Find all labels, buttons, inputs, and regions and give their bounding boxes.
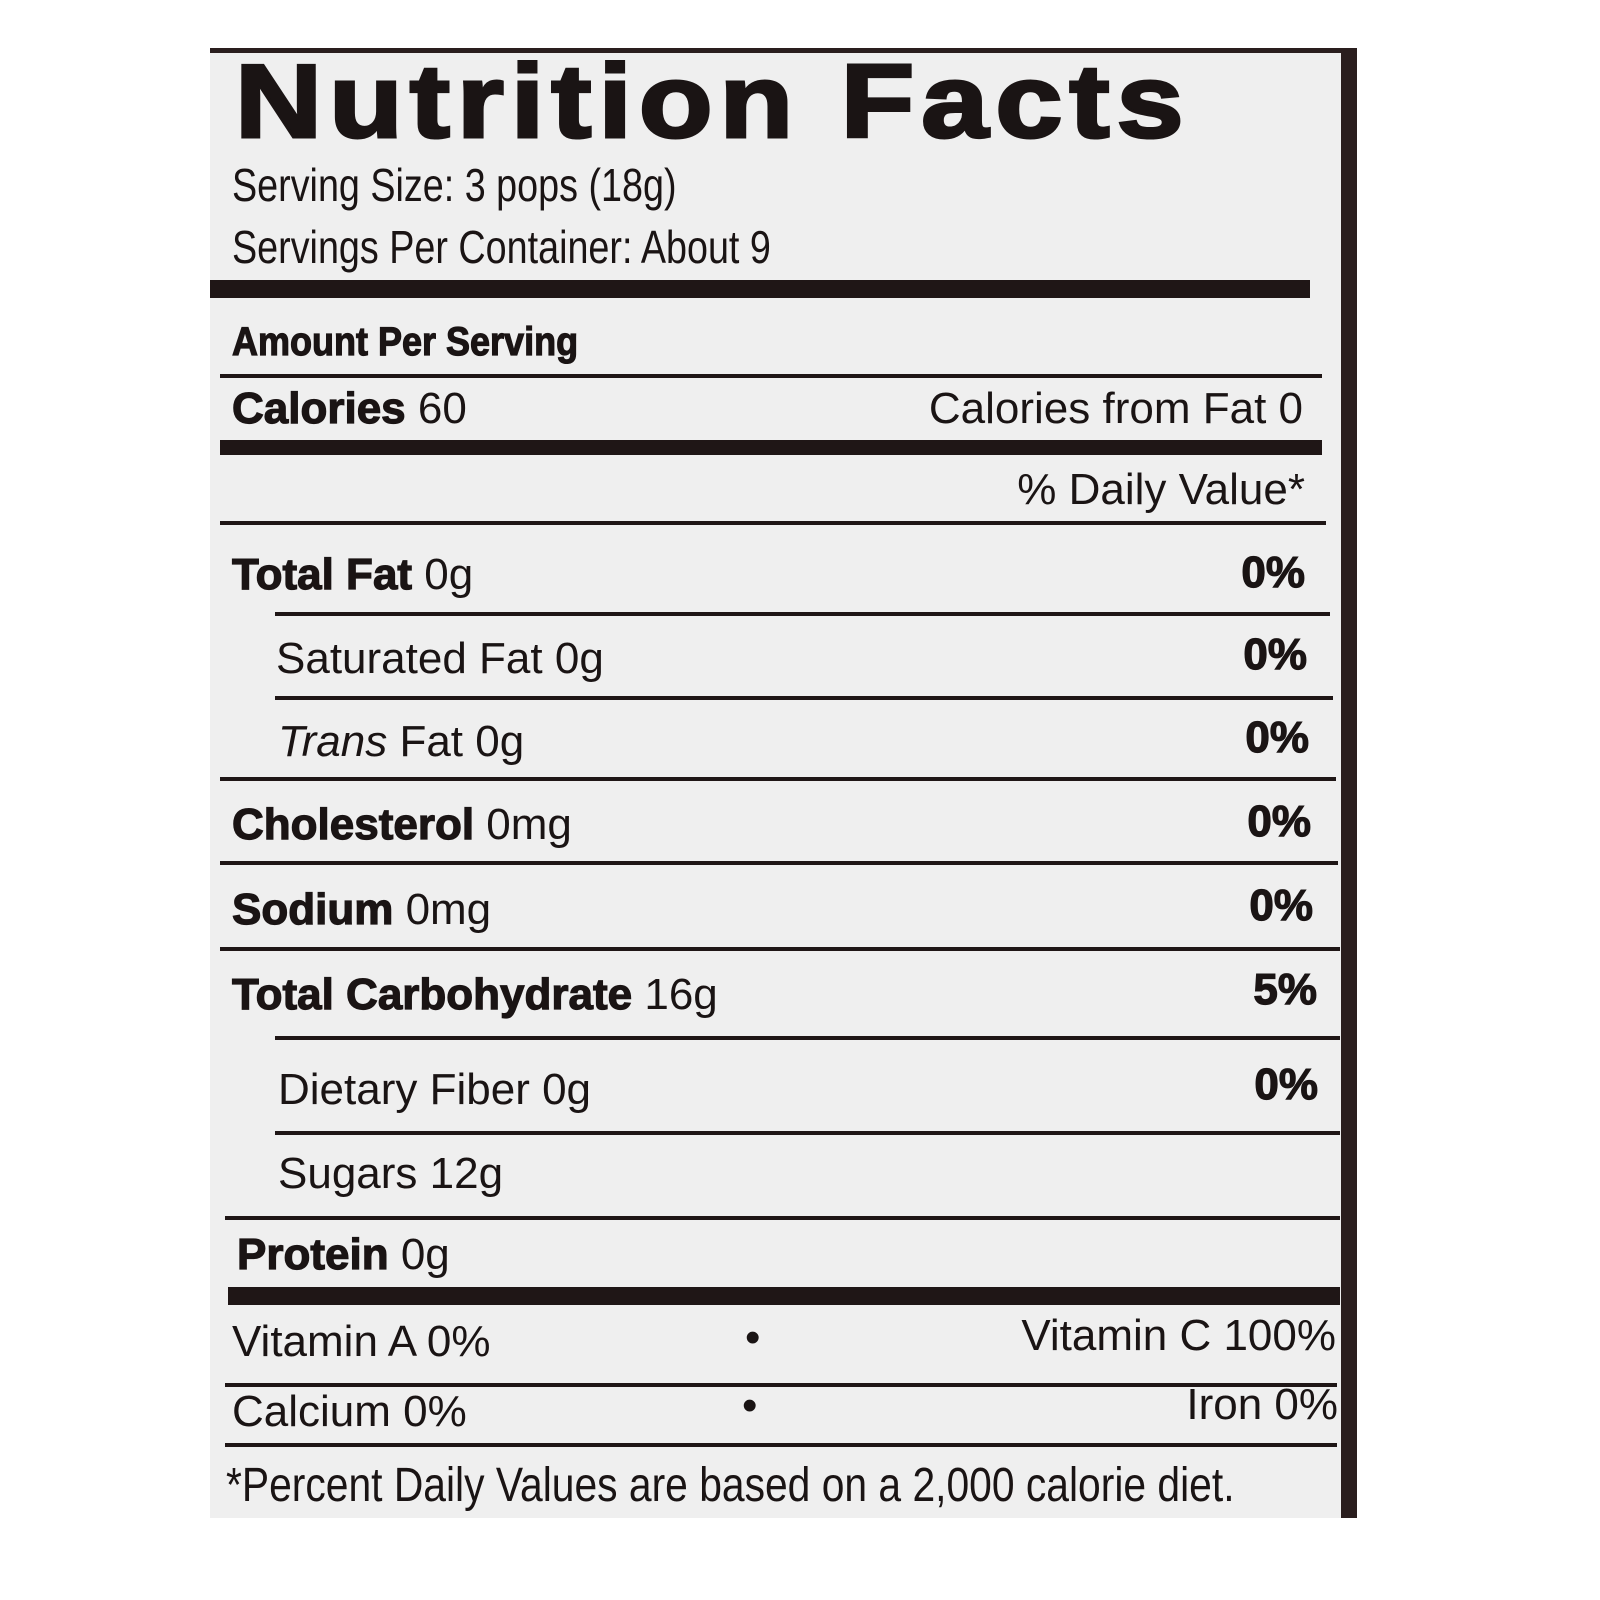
footnote: *Percent Daily Values are based on a 2,0… [226,1459,1235,1512]
nutrient-row-dietary-fiber: Dietary Fiber 0g [278,1068,591,1112]
nutrient-dv: 0% [1245,713,1310,762]
label-title: Nutrition Facts [233,44,1191,160]
divider [275,1131,1340,1135]
nutrient-dv: 0% [1249,881,1314,930]
nutrient-amount: 12g [429,1149,504,1198]
nutrient-dv: 5% [1253,965,1318,1014]
nutrient-amount: 16g [644,970,718,1019]
nutrient-label: Fat [399,717,464,766]
nutrient-label: Total Fat [231,550,413,599]
divider [220,777,1336,781]
divider [275,1036,1340,1040]
divider [225,1216,1340,1220]
calories-label: Calories [231,384,406,433]
nutrient-amount: 0g [542,1065,592,1114]
daily-value-header: % Daily Value* [1017,465,1305,514]
calories-from-fat: Calories from Fat 0 [928,384,1303,433]
nutrient-row-sodium: Sodium 0mg [231,885,492,934]
thick-divider [210,280,1310,298]
nutrient-row-trans-fat: Trans Fat 0g [278,720,524,764]
nutrient-label: Saturated Fat [276,634,543,683]
divider [220,861,1338,865]
nutrient-row-cholesterol: Cholesterol 0mg [231,800,572,849]
divider [220,374,1322,378]
medium-divider [220,440,1322,455]
vitamin-a: Vitamin A 0% [232,1317,491,1366]
amount-per-serving: Amount Per Serving [231,320,579,364]
nutrient-dv: 0% [1243,630,1308,679]
separator-dot: • [745,1313,761,1362]
divider [225,1443,1337,1447]
nutrient-row-sugars: Sugars 12g [278,1152,503,1196]
divider [225,1383,1337,1387]
nutrient-amount: 0g [424,550,474,599]
divider [275,612,1330,616]
vitamin-c: Vitamin C 100% [1021,1311,1336,1360]
nutrient-row-protein: Protein 0g [236,1230,450,1279]
calories-value: 60 [417,384,467,433]
nutrient-label: Protein [236,1230,389,1279]
serving-size: Serving Size: 3 pops (18g) [232,159,677,211]
nutrient-label-italic: Trans [278,717,388,766]
iron: Iron 0% [1186,1380,1338,1429]
calories-row: Calories 60 [231,384,467,433]
nutrient-label: Cholesterol [231,800,475,849]
calcium: Calcium 0% [232,1387,467,1436]
nutrient-amount: 0g [400,1230,450,1279]
nutrient-amount: 0g [475,717,525,766]
nutrient-row-total-fat: Total Fat 0g [231,550,474,599]
servings-per-container: Servings Per Container: About 9 [232,221,771,273]
divider [220,521,1326,525]
nutrient-amount: 0g [554,634,604,683]
nutrient-row-total-carbohydrate: Total Carbohydrate 16g [231,970,718,1019]
nutrient-label: Sugars [278,1149,418,1198]
nutrient-dv: 0% [1241,548,1306,597]
nutrient-label: Sodium [231,885,394,934]
nutrient-amount: 0mg [486,800,572,849]
divider [220,947,1340,951]
nutrient-row-saturated-fat: Saturated Fat 0g [276,637,604,681]
divider [275,696,1333,700]
separator-dot: • [742,1381,758,1430]
nutrient-label: Total Carbohydrate [231,970,633,1019]
thick-divider [228,1287,1340,1305]
nutrient-amount: 0mg [405,885,492,934]
nutrient-dv: 0% [1247,797,1312,846]
nutrient-label: Dietary Fiber [278,1065,530,1114]
nutrient-dv: 0% [1254,1060,1319,1109]
